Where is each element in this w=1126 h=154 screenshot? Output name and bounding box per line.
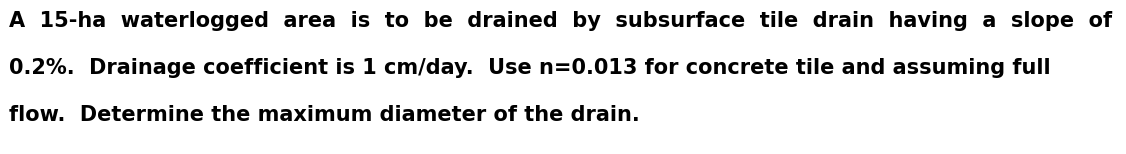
Text: flow.  Determine the maximum diameter of the drain.: flow. Determine the maximum diameter of … xyxy=(9,105,640,125)
Text: 0.2%.  Drainage coefficient is 1 cm/day.  Use n=0.013 for concrete tile and assu: 0.2%. Drainage coefficient is 1 cm/day. … xyxy=(9,58,1051,78)
Text: A  15-ha  waterlogged  area  is  to  be  drained  by  subsurface  tile  drain  h: A 15-ha waterlogged area is to be draine… xyxy=(9,11,1112,31)
